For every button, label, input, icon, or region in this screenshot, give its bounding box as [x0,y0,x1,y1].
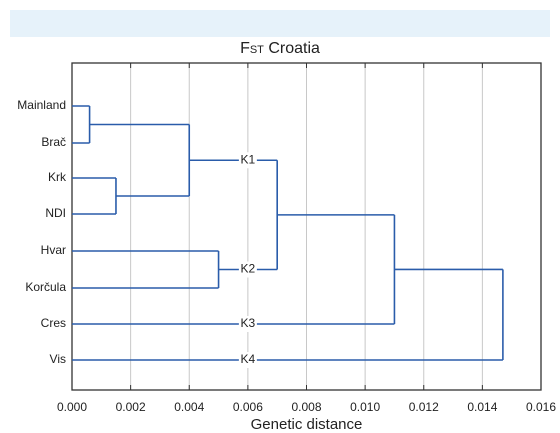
x-tick-label: 0.008 [291,400,321,414]
leaf-label: NDI [45,206,66,220]
title-text: Croatia [268,40,320,57]
x-tick-label: 0.002 [116,400,146,414]
x-tick-label: 0.010 [350,400,380,414]
cluster-label: K4 [241,352,256,366]
chart-title: FST Croatia [0,40,560,58]
cluster-label-bg [238,316,257,332]
cluster-label: K2 [241,262,256,276]
leaf-label: Korčula [25,280,66,294]
leaf-label: Krk [48,170,67,184]
top-banner [10,10,550,37]
cluster-label-bg [238,352,257,368]
leaf-label: Brač [41,135,66,149]
x-tick-label: 0.000 [57,400,87,414]
cluster-label: K1 [241,152,256,166]
title-prefix: F [240,40,250,57]
leaf-label: Vis [50,352,66,366]
x-axis-label: Genetic distance [251,416,363,433]
cluster-label-bg [238,152,257,169]
leaf-label: Mainland [17,98,66,112]
title-subscript: ST [249,44,264,56]
cluster-label: K3 [241,316,256,330]
x-tick-label: 0.016 [526,400,556,414]
x-tick-label: 0.014 [467,400,497,414]
cluster-label-bg [238,261,257,278]
x-tick-label: 0.012 [409,400,439,414]
leaf-label: Cres [41,316,66,330]
leaf-label: Hvar [41,243,66,257]
x-tick-label: 0.004 [174,400,204,414]
x-tick-label: 0.006 [233,400,263,414]
